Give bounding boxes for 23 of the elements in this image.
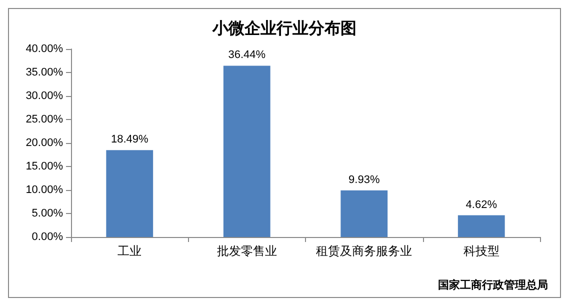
y-tick-label: 10.00%: [26, 184, 64, 196]
y-tick-label: 25.00%: [26, 114, 64, 126]
data-label: 9.93%: [348, 174, 380, 186]
x-tick-label: 租赁及商务服务业: [316, 244, 412, 258]
data-label: 36.44%: [228, 49, 266, 62]
y-tick-label: 40.00%: [26, 43, 64, 55]
x-tick-label: 工业: [118, 244, 142, 258]
chart-title: 小微企业行业分布图: [212, 18, 356, 38]
x-tick-label: 批发零售业: [216, 244, 277, 258]
x-tick-label: 科技型: [463, 244, 500, 258]
y-tick-label: 35.00%: [26, 66, 64, 78]
y-tick-label: 30.00%: [26, 90, 64, 102]
text: 国家工商行政管理总局: [438, 278, 548, 292]
bar: [458, 215, 505, 237]
bar: [223, 66, 270, 237]
y-tick-label: 20.00%: [26, 137, 64, 149]
data-label: 18.49%: [110, 134, 148, 146]
bar: [340, 190, 388, 237]
y-tick-label: 15.00%: [26, 160, 64, 172]
data-label: 4.62%: [466, 198, 498, 211]
y-tick-label: 0.00%: [32, 231, 64, 243]
bar: [106, 150, 154, 237]
y-tick-label: 5.00%: [32, 208, 64, 220]
